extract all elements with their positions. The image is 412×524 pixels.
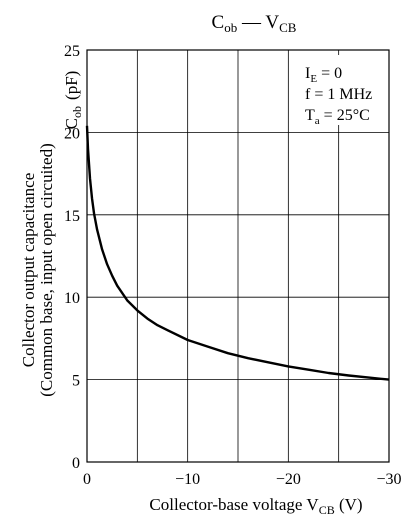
y-tick-label: 15 (64, 208, 80, 225)
plot-frame (86, 49, 390, 463)
y-axis-unit-label: Cob(pF) (62, 71, 84, 130)
x-tick-label: −10 (175, 471, 200, 488)
x-axis-label: Collector-base voltage VCB (V) (149, 495, 362, 517)
tick-labels: 0 5 10 15 20 25 0 −10 −20 −30 (64, 43, 402, 488)
x-tick-label: −20 (276, 471, 301, 488)
y-axis-label-line2: (Common base, input open circuited) (37, 143, 56, 397)
y-axis-label-line1: Collector output capacitance (19, 173, 38, 367)
y-tick-label: 25 (64, 43, 80, 60)
x-tick-label: 0 (83, 471, 91, 488)
chart-title: Cob — VCB (212, 12, 297, 35)
x-tick-label: −30 (376, 471, 401, 488)
conditions-annotation: IE = 0f = 1 MHz Ta = 25°C (300, 55, 386, 127)
y-tick-label: 20 (64, 125, 80, 142)
y-tick-label: 5 (72, 373, 80, 390)
data-series (85, 125, 390, 381)
series-line (85, 125, 390, 381)
annotation-line: IE = 0 (305, 65, 342, 85)
y-tick-label: 10 (64, 290, 80, 307)
annotation-line: Ta = 25°C (305, 107, 370, 127)
y-tick-label: 0 (72, 455, 80, 472)
annotation-line: f = 1 MHz (305, 86, 372, 103)
annotation-background (300, 55, 386, 125)
